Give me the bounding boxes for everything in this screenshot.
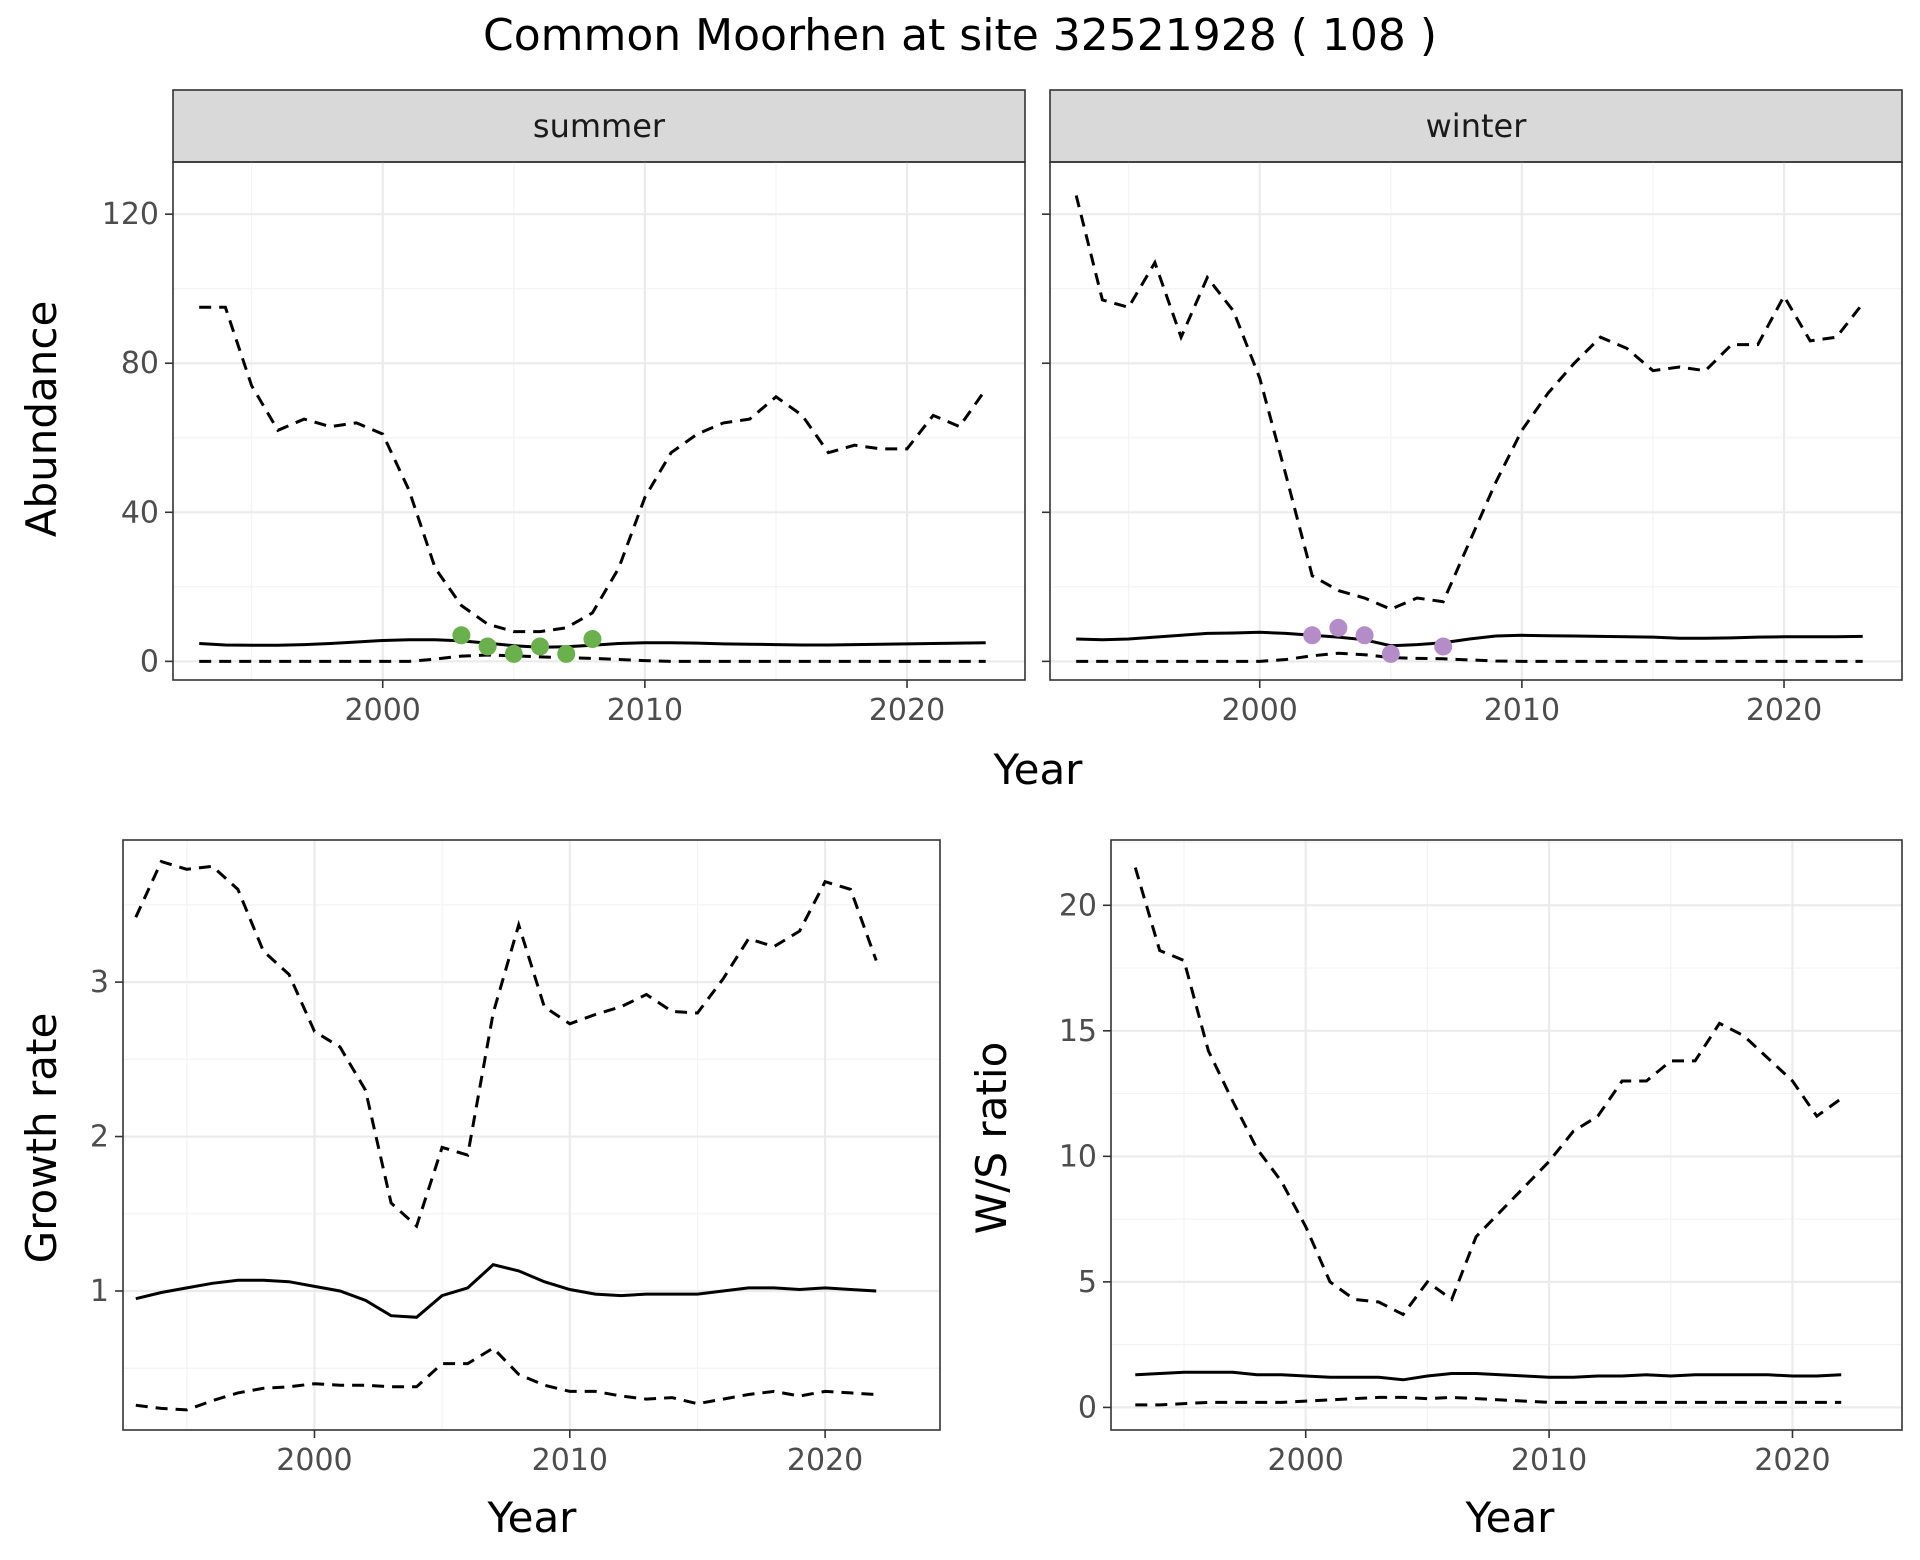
x-axis-title-growth: Year — [487, 1493, 578, 1542]
panel-abundance-summer: 2000 2010 2020 0 40 80 120 — [102, 161, 1026, 728]
x-tick-label: 2000 — [345, 693, 421, 728]
x-tick-label: 2000 — [276, 1443, 352, 1478]
panel-growth-rate: 2000 2010 2020 1 2 3 — [90, 839, 941, 1478]
x-tick-label: 2020 — [1746, 693, 1822, 728]
y-tick-label: 120 — [102, 197, 159, 232]
series-line-solid-0 — [1135, 1370, 1842, 1382]
panel-abundance-winter: 2000 2010 2020 — [1042, 161, 1903, 728]
series-line-dashed-1 — [199, 305, 987, 634]
x-tick-label: 2020 — [787, 1443, 863, 1478]
series-line-dashed-2 — [135, 1346, 877, 1412]
data-point — [1329, 618, 1348, 637]
y-axis-title-ws: W/S ratio — [967, 1042, 1016, 1235]
data-point — [504, 644, 523, 663]
y-tick-label: 0 — [1078, 1390, 1097, 1425]
x-tick-label: 2010 — [1484, 693, 1560, 728]
x-tick-label: 2010 — [1511, 1443, 1587, 1478]
series-line-dashed-1 — [134, 859, 878, 1229]
x-tick-label: 2010 — [532, 1443, 608, 1478]
series-line-dashed-1 — [1133, 867, 1843, 1317]
panel-border — [172, 161, 1026, 681]
data-point — [1303, 626, 1322, 645]
y-tick-label: 3 — [90, 965, 109, 1000]
y-axis-title-growth: Growth rate — [17, 1013, 66, 1264]
series-line-dashed-2 — [199, 653, 986, 663]
chart-title: Common Moorhen at site 32521928 ( 108 ) — [483, 10, 1437, 61]
series-line-dashed-2 — [1076, 651, 1863, 663]
x-tick-label: 2020 — [869, 693, 945, 728]
data-point — [1381, 644, 1400, 663]
x-tick-label: 2000 — [1268, 1443, 1344, 1478]
strip-summer — [172, 89, 1026, 163]
y-tick-label: 10 — [1059, 1139, 1097, 1174]
data-point — [478, 637, 497, 656]
data-point — [452, 626, 471, 645]
y-tick-label: 20 — [1059, 888, 1097, 923]
series-line-dashed-1 — [1074, 195, 1864, 611]
panel-ws-ratio: 2000 2010 2020 0 5 10 15 20 — [1059, 839, 1903, 1478]
x-tick-label: 2010 — [607, 693, 683, 728]
data-point — [1355, 626, 1374, 645]
y-tick-label: 2 — [90, 1120, 109, 1155]
strip-winter — [1049, 89, 1903, 163]
x-axis-title-top: Year — [993, 745, 1084, 794]
y-tick-label: 80 — [121, 346, 159, 381]
series-line-solid-0 — [1076, 630, 1863, 648]
panel-border — [1110, 839, 1903, 1431]
series-line-solid-0 — [135, 1263, 877, 1319]
panel-border — [122, 839, 941, 1431]
y-tick-label: 5 — [1078, 1265, 1097, 1300]
y-tick-label: 0 — [140, 644, 159, 679]
data-point — [531, 637, 550, 656]
data-point — [583, 630, 602, 649]
series-line-dashed-2 — [1135, 1395, 1842, 1407]
y-axis-title-abundance: Abundance — [17, 301, 66, 538]
y-tick-label: 15 — [1059, 1014, 1097, 1049]
strip-summer-label: summer — [533, 107, 666, 145]
x-axis-title-ws: Year — [1465, 1493, 1556, 1542]
x-tick-label: 2000 — [1222, 693, 1298, 728]
y-tick-label: 1 — [90, 1274, 109, 1309]
data-point — [1434, 637, 1453, 656]
data-point — [557, 644, 576, 663]
y-tick-label: 40 — [121, 495, 159, 530]
panel-border — [1049, 161, 1903, 681]
strip-winter-label: winter — [1426, 107, 1528, 145]
x-tick-label: 2020 — [1754, 1443, 1830, 1478]
